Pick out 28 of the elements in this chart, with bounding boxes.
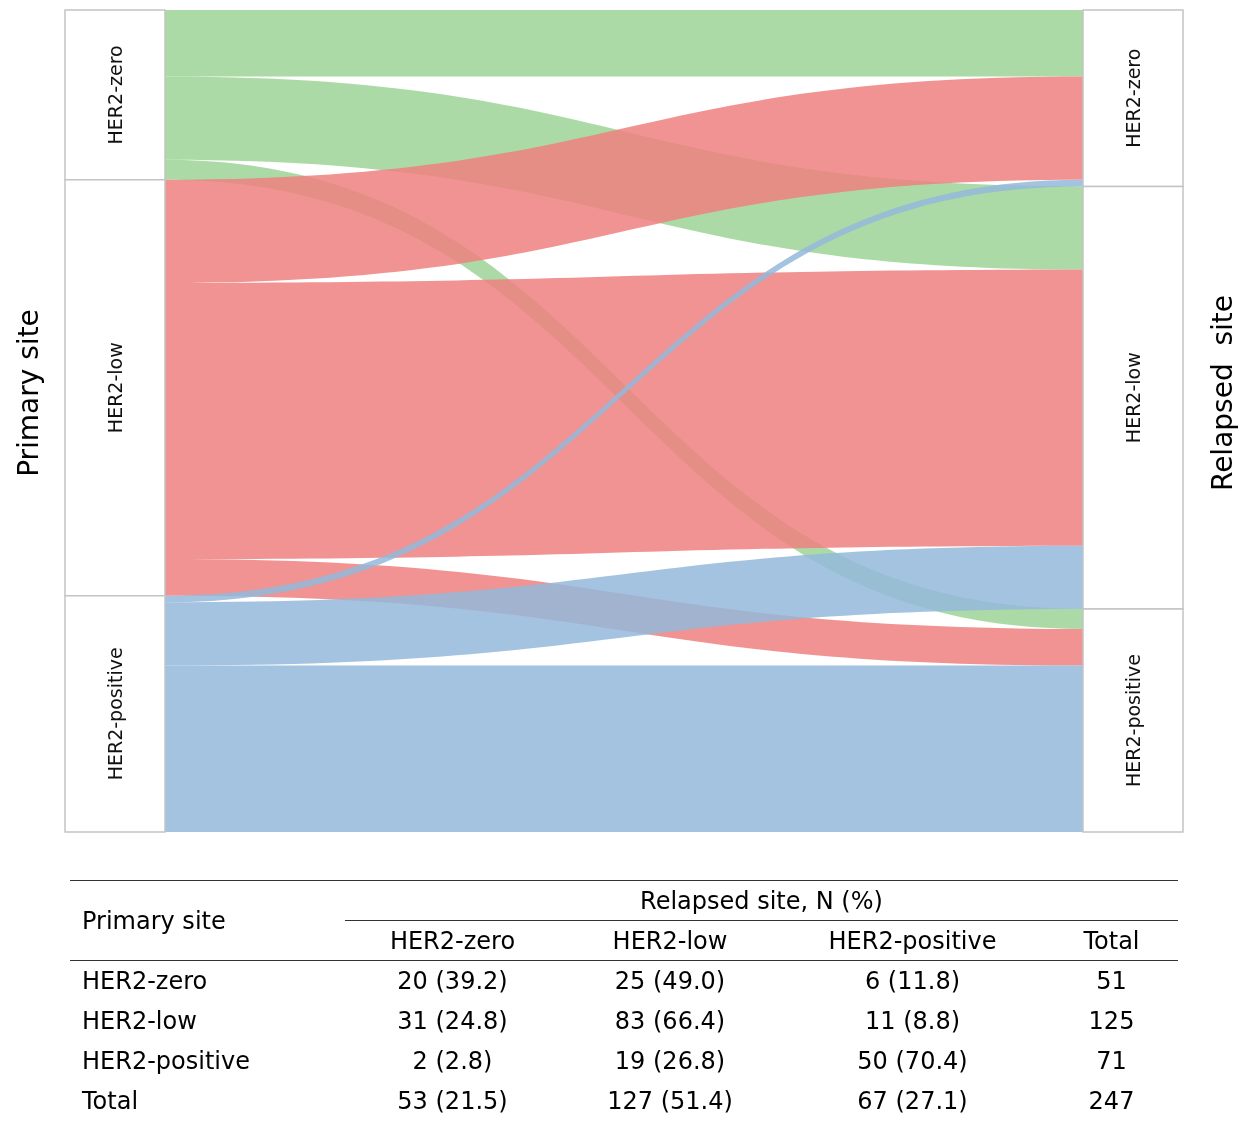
- text: Primary site: [70, 880, 345, 961]
- text: Total: [81, 1085, 140, 1117]
- text: 67 (27.1): [856, 1085, 969, 1117]
- text: 247: [1087, 1085, 1136, 1117]
- category-label: HER2-low: [560, 920, 780, 961]
- data-label: 11 (8.8): [863, 1005, 962, 1037]
- category-label: HER2-zero: [345, 920, 560, 961]
- text: 53 (21.5): [396, 1085, 509, 1117]
- data-label: 25 (49.0): [613, 965, 727, 997]
- data-label: 19 (26.8): [613, 1045, 727, 1077]
- text: 125: [1088, 1006, 1135, 1035]
- text: Relapsed site, N (%): [345, 880, 1178, 921]
- data-label: 50 (70.4): [856, 1045, 969, 1077]
- data-label: 2 (2.8): [411, 1045, 494, 1077]
- data-label: 31 (24.8): [396, 1005, 509, 1037]
- text: Primary site: [11, 309, 45, 477]
- category-label: HER2-low: [82, 1006, 197, 1035]
- category-label: HER2-positive: [780, 920, 1045, 961]
- text: 71: [1096, 1046, 1127, 1075]
- text: Relapsed site: [1205, 294, 1239, 492]
- text: 127 (51.4): [606, 1085, 734, 1117]
- data-label: 6 (11.8): [863, 965, 962, 997]
- category-label: HER2-zero: [82, 966, 208, 995]
- data-label: 20 (39.2): [396, 965, 509, 997]
- text: Total: [1045, 920, 1178, 961]
- text: 51: [1096, 966, 1127, 995]
- category-label: HER2-positive: [82, 1046, 250, 1075]
- data-label: 83 (66.4): [613, 1005, 727, 1037]
